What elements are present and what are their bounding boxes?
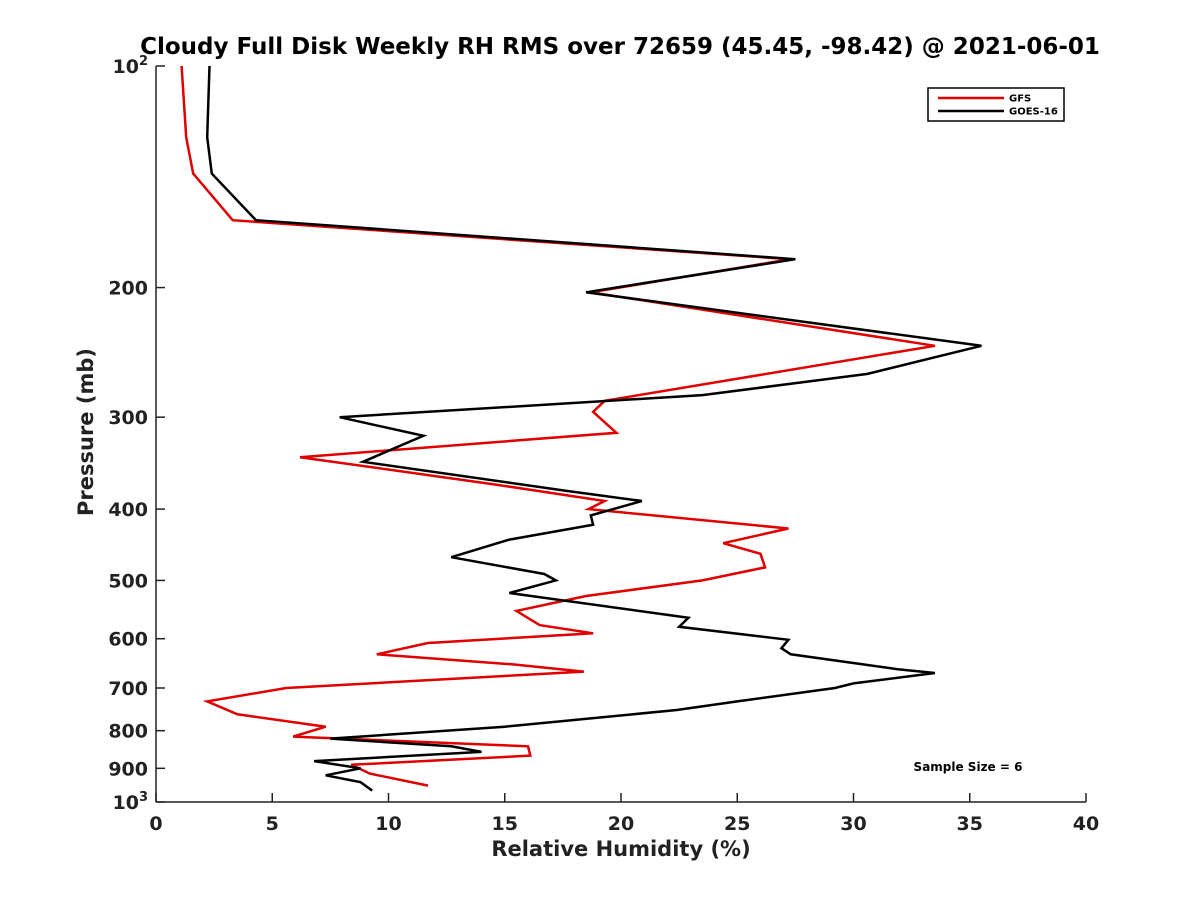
chart-title: Cloudy Full Disk Weekly RH RMS over 7265… [140,34,1100,60]
legend-label-goes16: GOES-16 [1009,107,1058,118]
y-tick-label: 400 [108,499,148,521]
y-tick-label: 500 [108,570,148,592]
x-tick-label: 5 [266,813,279,835]
legend-label-gfs: GFS [1009,94,1031,105]
y-tick-label: 600 [108,629,148,651]
y-tick-label: 700 [108,678,148,700]
sample-size-annotation: Sample Size = 6 [914,760,1023,774]
y-tick-label: 900 [108,758,148,780]
series-group [180,65,982,792]
x-tick-label: 15 [492,813,518,835]
x-axis-label: Relative Humidity (%) [491,837,750,861]
x-tick-label: 30 [840,813,866,835]
legend: GFS GOES-16 [927,87,1065,122]
x-tick-label: 35 [957,813,983,835]
y-tick-label: 800 [108,721,148,743]
series-line-goes16 [205,65,982,792]
x-tick-label: 10 [375,813,401,835]
x-tick-label: 20 [608,813,634,835]
x-tick-label: 0 [149,813,162,835]
x-axis-ticks: 0 5 10 15 20 25 30 35 40 [149,793,1099,835]
y-tick-label: 102 [113,54,149,78]
x-tick-label: 25 [724,813,750,835]
y-axis-ticks: 102 200 300 400 500 600 700 800 900 103 [108,54,165,814]
x-tick-label: 40 [1073,813,1099,835]
y-tick-label: 103 [113,790,149,814]
y-axis-label: Pressure (mb) [74,348,98,516]
legend-box [927,87,1065,122]
series-line-gfs [180,65,936,787]
y-tick-label: 300 [108,407,148,429]
y-tick-label: 200 [108,278,148,300]
